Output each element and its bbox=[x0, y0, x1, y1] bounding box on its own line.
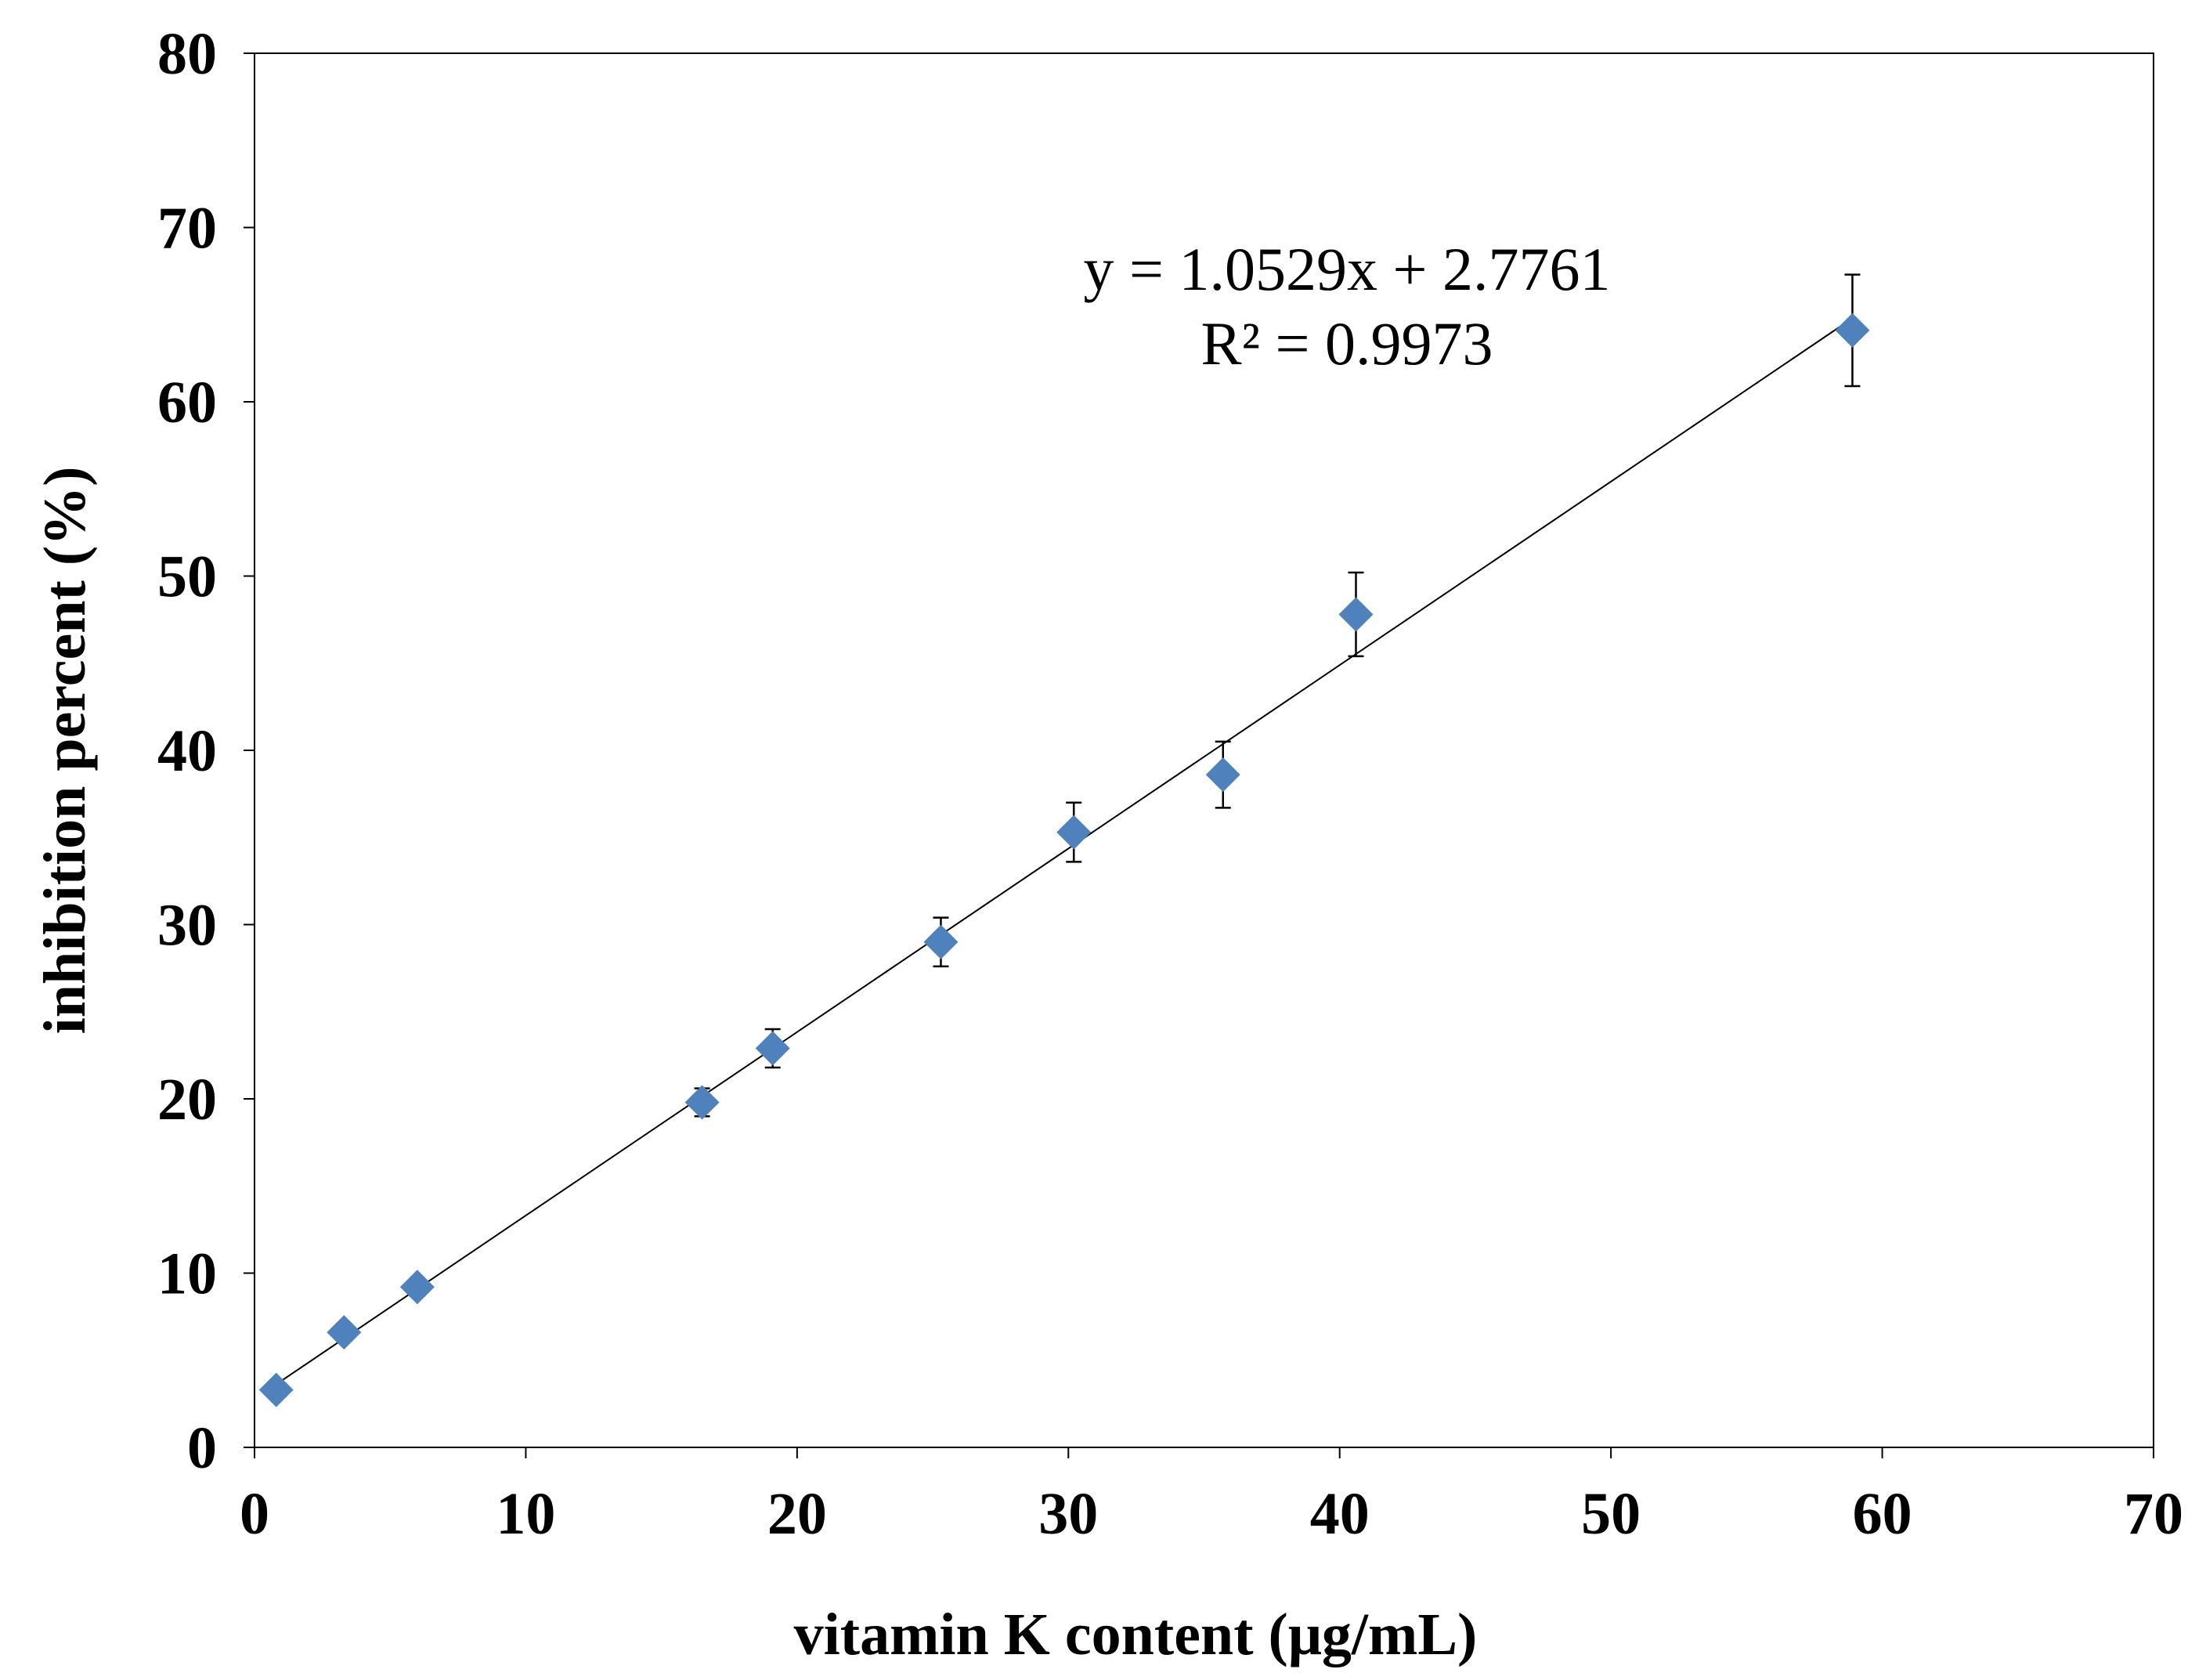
plot-area bbox=[254, 52, 2154, 1448]
y-tick-label: 0 bbox=[187, 1415, 217, 1481]
x-tick-label: 20 bbox=[767, 1481, 827, 1547]
x-axis-ticks: 0 10 20 30 40 50 60 70 bbox=[240, 1447, 2183, 1547]
data-point-marker bbox=[684, 1085, 720, 1120]
y-tick-label: 50 bbox=[157, 544, 217, 610]
data-point-marker bbox=[923, 924, 959, 959]
x-tick-label: 10 bbox=[496, 1481, 555, 1547]
y-tick-label: 60 bbox=[157, 370, 217, 435]
x-tick-label: 40 bbox=[1310, 1481, 1370, 1547]
x-tick-label: 50 bbox=[1581, 1481, 1641, 1547]
x-tick-label: 70 bbox=[2124, 1481, 2183, 1547]
y-tick-label: 20 bbox=[157, 1067, 217, 1133]
data-point-marker bbox=[258, 1372, 294, 1407]
y-tick-label: 30 bbox=[157, 893, 217, 959]
data-point-marker bbox=[1338, 597, 1374, 632]
x-tick-label: 0 bbox=[240, 1481, 269, 1547]
data-point-marker bbox=[399, 1270, 435, 1305]
trendline-r-squared: R² = 0.9973 bbox=[1201, 309, 1493, 378]
y-tick-label: 10 bbox=[157, 1241, 217, 1307]
trendline-equation: y = 1.0529x + 2.7761 bbox=[1084, 235, 1611, 303]
x-axis-title: vitamin K content (μg/mL) bbox=[794, 1602, 1478, 1667]
data-point-marker bbox=[1835, 313, 1870, 348]
y-tick-label: 70 bbox=[157, 196, 217, 262]
data-point-marker bbox=[1205, 757, 1240, 793]
trendline bbox=[276, 317, 1854, 1386]
data-point-marker bbox=[1056, 815, 1092, 850]
y-tick-label: 80 bbox=[157, 21, 217, 87]
data-point-marker bbox=[327, 1315, 362, 1350]
x-tick-label: 30 bbox=[1038, 1481, 1098, 1547]
y-axis-title: inhibition percent (%) bbox=[32, 467, 98, 1035]
x-tick-label: 60 bbox=[1853, 1481, 1912, 1547]
y-axis-ticks: 0 10 20 30 40 50 60 70 80 bbox=[157, 21, 255, 1481]
data-markers bbox=[258, 313, 1870, 1407]
y-tick-label: 40 bbox=[157, 718, 217, 784]
data-point-marker bbox=[755, 1031, 790, 1066]
